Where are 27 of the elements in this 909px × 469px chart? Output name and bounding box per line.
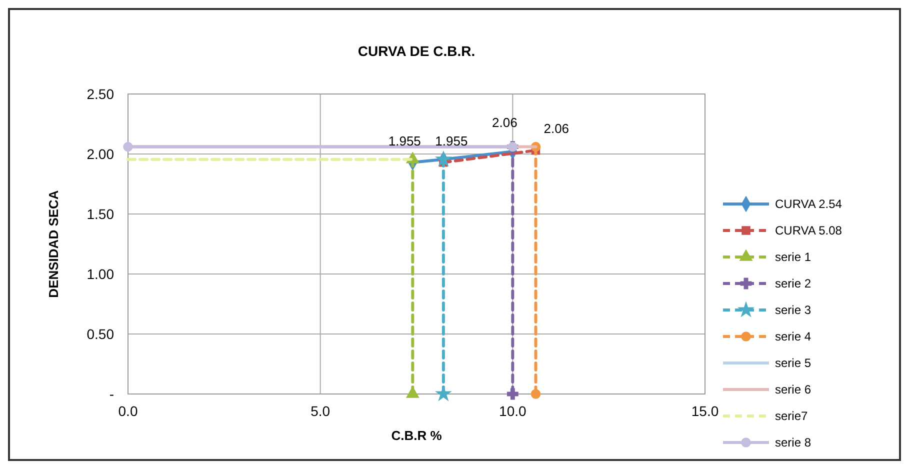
x-axis-title: C.B.R % (391, 428, 442, 443)
legend-label: serie 3 (775, 303, 812, 318)
y-tick-label: 1.00 (86, 266, 114, 282)
x-tick-label: 15.0 (691, 403, 719, 419)
x-tick-label: 0.0 (118, 403, 138, 419)
legend-label: serie7 (775, 409, 808, 424)
annotation: 1.955 (388, 133, 421, 148)
legend-label: serie 8 (775, 436, 812, 450)
y-tick-label: - (109, 386, 114, 402)
y-tick-label: 1.50 (86, 206, 114, 222)
y-tick-label: 2.50 (86, 86, 114, 102)
legend-label: serie 5 (775, 356, 812, 370)
y-tick-label: 0.50 (86, 326, 114, 342)
legend-label: serie 4 (775, 330, 812, 344)
y-axis-title: DENSIDAD SECA (46, 190, 61, 298)
legend-label: serie 1 (775, 250, 812, 264)
legend-label: CURVA 5.08 (775, 224, 842, 238)
x-tick-label: 5.0 (310, 403, 330, 419)
chart-title: CURVA DE C.B.R. (358, 43, 476, 59)
y-tick-label: 2.00 (86, 146, 114, 162)
annotation: 1.955 (435, 133, 468, 148)
legend-label: CURVA 2.54 (775, 197, 842, 212)
annotation: 2.06 (492, 114, 518, 130)
x-tick-label: 10.0 (499, 403, 527, 419)
legend-label: serie 6 (775, 382, 812, 397)
legend-label: serie 2 (775, 276, 812, 291)
annotation: 2.06 (544, 120, 570, 136)
